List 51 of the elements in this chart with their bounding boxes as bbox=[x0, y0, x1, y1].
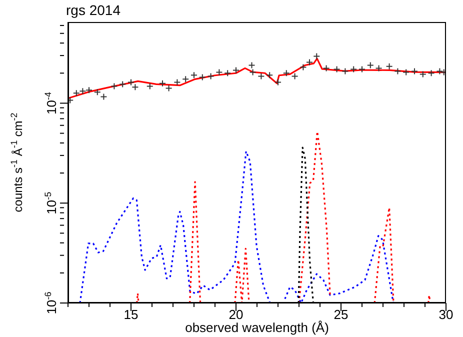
point bbox=[68, 96, 74, 104]
point bbox=[249, 68, 256, 76]
point bbox=[86, 86, 92, 94]
line-series bbox=[68, 58, 446, 100]
point bbox=[411, 68, 418, 75]
point bbox=[322, 64, 330, 72]
point bbox=[366, 62, 374, 69]
chart-title: rgs 2014 bbox=[66, 2, 120, 18]
point bbox=[224, 70, 232, 77]
point bbox=[266, 72, 274, 79]
point bbox=[248, 62, 256, 69]
point bbox=[358, 66, 366, 73]
point bbox=[282, 70, 290, 77]
point bbox=[394, 68, 402, 75]
point bbox=[216, 68, 223, 76]
point bbox=[313, 52, 320, 60]
point bbox=[72, 90, 80, 97]
x-tick-label: 30 bbox=[438, 307, 454, 322]
point bbox=[402, 68, 410, 76]
point bbox=[232, 66, 240, 74]
point bbox=[159, 80, 166, 87]
x-axis-title: observed wavelength (Å) bbox=[185, 320, 329, 335]
point bbox=[182, 76, 190, 83]
point bbox=[300, 64, 307, 71]
point bbox=[100, 93, 108, 100]
point bbox=[174, 78, 181, 86]
point bbox=[386, 62, 393, 70]
point bbox=[79, 88, 86, 95]
point bbox=[428, 70, 435, 77]
point bbox=[291, 72, 298, 80]
point bbox=[375, 64, 382, 72]
point bbox=[146, 82, 154, 90]
point bbox=[110, 82, 118, 90]
point bbox=[94, 88, 101, 96]
x-tick-label: 15 bbox=[124, 307, 138, 322]
point bbox=[258, 72, 265, 80]
point bbox=[306, 58, 313, 66]
point bbox=[165, 84, 172, 92]
point bbox=[419, 70, 426, 78]
point bbox=[342, 68, 349, 75]
point bbox=[198, 74, 206, 81]
point bbox=[207, 72, 214, 80]
point bbox=[333, 66, 340, 73]
point bbox=[190, 72, 198, 79]
point bbox=[274, 78, 282, 86]
x-tick-label: 20 bbox=[228, 307, 244, 322]
point bbox=[436, 68, 444, 75]
x-tick-label: 25 bbox=[334, 307, 348, 322]
point bbox=[119, 80, 126, 88]
point bbox=[440, 68, 446, 76]
point bbox=[350, 66, 358, 73]
